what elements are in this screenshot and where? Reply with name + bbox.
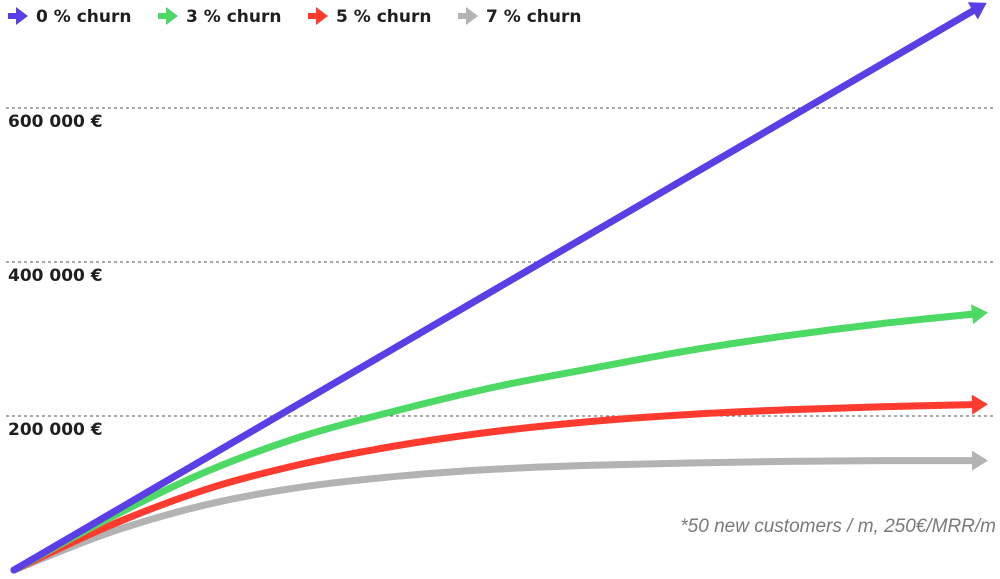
series-line-0-churn <box>10 4 982 574</box>
chart-annotation: *50 new customers / m, 250€/MRR/m <box>680 516 996 537</box>
series-arrowhead-0-churn <box>967 2 987 20</box>
y-tick-labels: 200 000 € 400 000 € 600 000 € <box>8 112 103 440</box>
y-tick-label: 200 000 € <box>8 420 103 440</box>
series-arrowhead-7-churn <box>972 450 988 471</box>
legend-arrowhead-icon <box>466 7 478 25</box>
series-arrowhead-5-churn <box>971 394 988 415</box>
series-arrowhead-3-churn <box>970 304 988 325</box>
y-tick-label: 600 000 € <box>8 112 103 132</box>
legend-label: 0 % churn <box>36 7 131 27</box>
legend-item: 7 % churn <box>458 7 581 27</box>
legend-label: 5 % churn <box>336 7 431 27</box>
legend-item: 3 % churn <box>158 7 281 27</box>
series-line-7-churn <box>10 457 982 574</box>
series-line-5-churn <box>10 400 982 574</box>
y-tick-label: 400 000 € <box>8 266 103 286</box>
legend: 0 % churn 3 % churn 5 % churn 7 % churn <box>8 7 581 27</box>
series-lines <box>10 2 988 574</box>
legend-item: 5 % churn <box>308 7 431 27</box>
legend-arrowhead-icon <box>166 7 178 25</box>
legend-item: 0 % churn <box>8 7 131 27</box>
series-line-3-churn <box>10 310 982 574</box>
legend-arrowhead-icon <box>16 7 28 25</box>
legend-label: 7 % churn <box>486 7 581 27</box>
legend-label: 3 % churn <box>186 7 281 27</box>
gridlines <box>6 107 996 417</box>
legend-arrowhead-icon <box>316 7 328 25</box>
